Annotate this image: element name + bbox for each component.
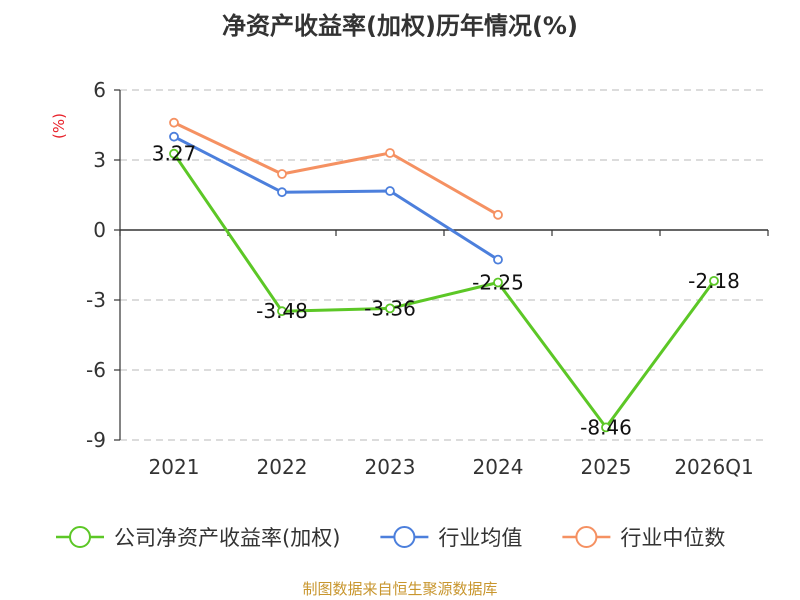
y-axis-unit-label: (%) (50, 113, 68, 139)
legend-label-1: 行业均值 (438, 526, 522, 550)
series-line-0 (172, 152, 716, 429)
series-point-0 (493, 277, 503, 288)
series-line-2 (173, 121, 499, 217)
series-point-1 (493, 254, 503, 265)
axes: 6 3 0 -3 -6 -9 2021 2022 2023 2024 2025 2026Q1 (86, 78, 769, 479)
x-tick-label: 2025 (581, 455, 632, 479)
legend-marker-1 (393, 526, 416, 548)
series-point-1 (277, 187, 287, 198)
series-point-2 (385, 148, 395, 158)
data-label: -3.36 (364, 296, 416, 320)
y-tick-label: 3 (93, 148, 106, 172)
x-tick-label: 2023 (365, 455, 416, 479)
grid-lines (120, 89, 768, 441)
series-point-0 (277, 306, 287, 317)
data-label: -8.46 (580, 415, 632, 439)
y-tick-label: 6 (93, 78, 106, 102)
x-tick-label: 2022 (257, 455, 308, 479)
legend-label-0: 公司净资产收益率(加权) (114, 526, 340, 550)
series-point-2 (493, 209, 503, 220)
source-note: 制图数据来自恒生聚源数据库 (302, 580, 497, 598)
series-line-1 (173, 135, 499, 261)
chart-title: 净资产收益率(加权)历年情况(%) (222, 12, 578, 40)
legend: 公司净资产收益率(加权) 行业均值 行业中位数 (56, 526, 725, 550)
series-point-0 (385, 303, 395, 314)
legend-marker-0 (69, 526, 91, 548)
y-tick-label: -9 (86, 428, 106, 452)
data-label: -2.25 (472, 271, 524, 295)
series-lines (169, 117, 719, 433)
series-point-0 (169, 148, 179, 159)
data-label: 3.27 (152, 142, 197, 166)
series-point-2 (169, 117, 179, 128)
y-tick-label: -3 (86, 288, 106, 312)
series-point-2 (277, 169, 287, 179)
data-label: -2.18 (688, 269, 740, 293)
data-labels: 3.27 -3.48 -3.36 -2.25 -8.46 -2.18 (152, 142, 740, 440)
series-point-0 (709, 275, 719, 286)
x-tick-label: 2021 (149, 455, 200, 479)
y-tick-label: -6 (86, 358, 106, 382)
series-point-1 (385, 186, 395, 196)
x-tick-label: 2024 (473, 455, 524, 479)
series-point-1 (169, 131, 179, 142)
series-point-0 (601, 422, 611, 433)
y-tick-label: 0 (93, 218, 106, 242)
legend-marker-2 (575, 526, 598, 548)
legend-label-2: 行业中位数 (620, 526, 725, 550)
data-label: -3.48 (256, 299, 308, 323)
x-tick-label: 2026Q1 (674, 455, 753, 479)
